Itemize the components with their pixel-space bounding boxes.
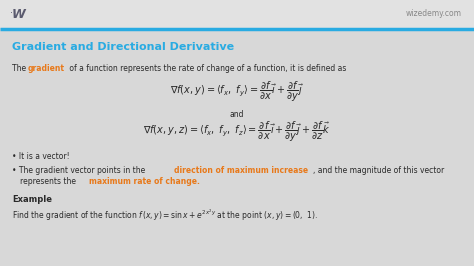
- Text: $\nabla f(x,y,z) = \langle f_x,\ f_y,\ f_z\rangle = \dfrac{\partial f}{\partial : $\nabla f(x,y,z) = \langle f_x,\ f_y,\ f…: [143, 120, 331, 144]
- Text: direction of maximum increase: direction of maximum increase: [174, 166, 308, 175]
- Text: of a function represents the rate of change of a function, it is defined as: of a function represents the rate of cha…: [67, 64, 346, 73]
- Text: The: The: [12, 64, 28, 73]
- Text: ·: ·: [10, 8, 13, 18]
- Text: and: and: [230, 110, 244, 119]
- Text: • The gradient vector points in the: • The gradient vector points in the: [12, 166, 147, 175]
- Text: wizedemy.com: wizedemy.com: [406, 10, 462, 19]
- Text: , and the magnitude of this vector: , and the magnitude of this vector: [313, 166, 444, 175]
- Text: $\nabla f(x,y) = \langle f_x,\ f_y\rangle = \dfrac{\partial f}{\partial x}\vec{\: $\nabla f(x,y) = \langle f_x,\ f_y\rangl…: [170, 80, 304, 104]
- Text: Example: Example: [12, 195, 52, 204]
- Text: maximum rate of change.: maximum rate of change.: [89, 177, 200, 186]
- Text: represents the: represents the: [20, 177, 78, 186]
- Bar: [0, 29, 474, 266]
- Text: gradient: gradient: [28, 64, 65, 73]
- Bar: [0, 0, 474, 28]
- Text: Find the gradient of the function $f\,(x, y) = \sin x + e^{2x^2y}$ at the point : Find the gradient of the function $f\,(x…: [12, 208, 318, 223]
- Text: W: W: [12, 7, 26, 20]
- Text: Gradient and Directional Derivative: Gradient and Directional Derivative: [12, 42, 234, 52]
- Text: • It is a vector!: • It is a vector!: [12, 152, 70, 161]
